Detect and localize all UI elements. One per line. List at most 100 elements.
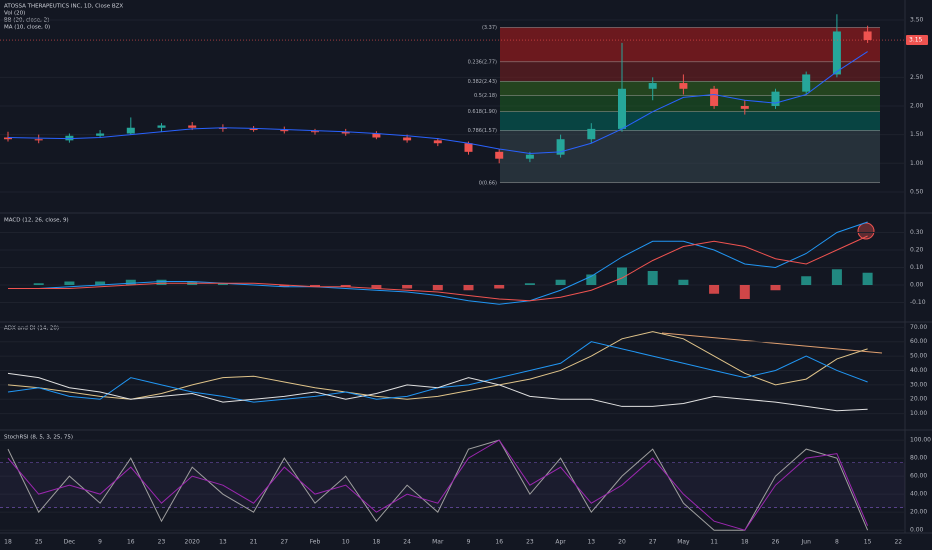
indicator-line <box>7 439 869 531</box>
x-tick-label: Mar <box>432 539 444 546</box>
candle-body <box>311 131 319 133</box>
histogram-bar <box>371 285 382 289</box>
x-tick-label: 24 <box>403 539 411 546</box>
y-tick-label: 50.00 <box>910 353 927 360</box>
histogram-bar <box>678 279 689 285</box>
histogram-bar <box>770 285 781 291</box>
x-tick-label: 18 <box>373 539 381 546</box>
x-tick-label: 9 <box>467 539 471 546</box>
ma-line <box>7 51 868 155</box>
y-tick-label: 0.20 <box>910 247 924 254</box>
candle-body <box>832 31 841 75</box>
y-tick-label: -0.10 <box>910 299 926 306</box>
x-tick-label: May <box>677 539 690 546</box>
histogram-bar <box>463 285 474 291</box>
y-tick-label: 0.10 <box>910 264 924 271</box>
fib-zone <box>500 81 880 96</box>
candle-body <box>403 137 412 141</box>
candle-body <box>218 127 227 129</box>
pane-title: MACD (12, 26, close, 9) <box>4 218 69 224</box>
x-tick-label: 27 <box>649 539 657 546</box>
y-tick-label: 0.00 <box>910 282 924 289</box>
histogram-bar <box>831 269 842 285</box>
histogram-bar <box>340 285 351 287</box>
indicator-line <box>7 372 868 412</box>
y-tick-label: 60.00 <box>910 473 927 480</box>
histogram-bar <box>862 272 873 285</box>
histogram-bar <box>156 279 167 285</box>
candle-body <box>495 151 504 159</box>
y-tick-label: 2.00 <box>910 102 924 109</box>
x-tick-label: 11 <box>710 539 718 546</box>
candle-body <box>249 128 258 131</box>
candle-body <box>679 83 688 89</box>
candle-body <box>464 143 473 152</box>
histogram-bar <box>801 276 812 285</box>
x-tick-label: 13 <box>587 539 595 546</box>
x-tick-label: 22 <box>894 539 902 546</box>
x-tick-label: 21 <box>250 539 258 546</box>
fib-zone <box>500 27 880 62</box>
fib-label: 0.236(2.77) <box>468 59 497 65</box>
histogram-bar <box>33 283 44 285</box>
fib-label: 0.5(2.18) <box>474 93 497 99</box>
indicator-label: Vol (20) <box>4 11 25 17</box>
y-tick-label: 0.50 <box>910 188 924 195</box>
indicator-line <box>8 235 868 302</box>
histogram-bar <box>739 285 750 299</box>
histogram-bar <box>279 285 290 287</box>
price-tag-label: 3.15 <box>909 37 923 44</box>
candle-body <box>4 137 12 140</box>
x-tick-label: 25 <box>35 539 43 546</box>
y-tick-label: 40.00 <box>910 367 927 374</box>
fib-label: 0.786(1.57) <box>468 128 497 134</box>
fib-zone <box>500 61 880 82</box>
histogram-bar <box>586 274 597 285</box>
x-tick-label: 15 <box>864 539 872 546</box>
indicator-line <box>7 341 868 403</box>
y-tick-label: 2.50 <box>910 74 924 81</box>
candle-body <box>126 127 135 134</box>
candle-body <box>710 88 719 106</box>
histogram-bar <box>524 283 535 285</box>
histogram-bar <box>125 279 136 285</box>
candle-body <box>648 83 657 89</box>
x-tick-label: Feb <box>310 539 321 546</box>
histogram-bar <box>402 285 413 289</box>
candle-body <box>188 125 197 128</box>
candle-body <box>587 128 596 140</box>
histogram-bar <box>617 267 627 285</box>
candle-body <box>618 88 626 129</box>
histogram-bar <box>494 285 505 289</box>
fib-label: 0.382(2.43) <box>468 79 497 85</box>
x-tick-label: 23 <box>526 539 534 546</box>
x-tick-label: 23 <box>158 539 166 546</box>
x-tick-label: 13 <box>219 539 227 546</box>
candle-body <box>341 131 350 134</box>
y-tick-label: 10.00 <box>910 410 927 417</box>
fib-zone <box>500 95 880 112</box>
y-tick-label: 20.00 <box>910 396 927 403</box>
fib-zone <box>500 130 880 183</box>
candle-body <box>65 135 74 141</box>
x-tick-label: 9 <box>98 539 102 546</box>
candle-body <box>740 105 749 109</box>
candle-body <box>96 133 105 136</box>
x-tick-label: Jun <box>801 539 812 546</box>
y-tick-label: 1.00 <box>910 160 924 167</box>
y-tick-label: 40.00 <box>910 491 927 498</box>
x-tick-label: Dec <box>64 539 76 546</box>
histogram-bar <box>709 285 720 294</box>
histogram-bar <box>95 281 106 285</box>
indicator-line <box>7 439 869 531</box>
fib-label: (3.37) <box>482 25 497 31</box>
candle-body <box>372 133 381 138</box>
x-tick-label: 18 <box>741 539 749 546</box>
fib-label: 0(0.66) <box>479 180 497 186</box>
y-tick-label: 3.50 <box>910 17 924 24</box>
indicator-line <box>8 221 868 305</box>
chart-title: ATOSSA THERAPEUTICS INC, 1D, Close BZX <box>4 4 123 10</box>
candle-body <box>863 31 872 41</box>
x-tick-label: Apr <box>555 539 566 546</box>
